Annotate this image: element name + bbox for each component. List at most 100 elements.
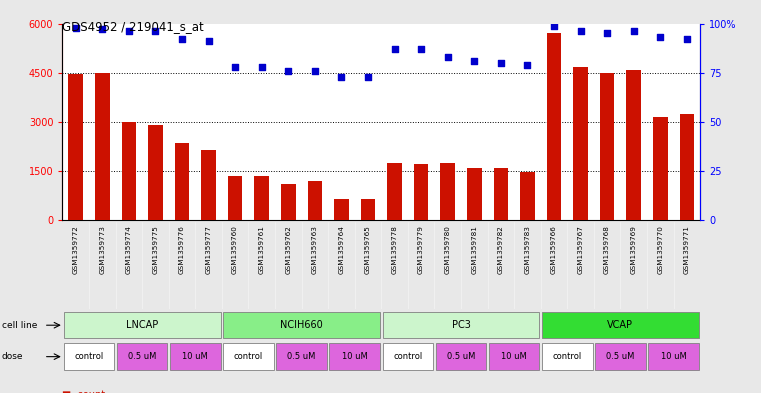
Text: control: control xyxy=(552,352,582,361)
Bar xyxy=(361,199,375,220)
Bar xyxy=(64,312,221,338)
Text: LNCAP: LNCAP xyxy=(126,320,158,330)
Bar xyxy=(542,312,699,338)
Point xyxy=(441,54,454,60)
Point xyxy=(202,38,215,44)
Bar xyxy=(383,343,433,370)
Text: GSM1359781: GSM1359781 xyxy=(471,225,477,274)
Point xyxy=(336,73,348,80)
Text: GSM1359769: GSM1359769 xyxy=(631,225,637,274)
Bar xyxy=(573,67,587,220)
Point xyxy=(176,36,188,42)
Bar xyxy=(201,150,216,220)
Bar xyxy=(254,176,269,220)
Text: GSM1359763: GSM1359763 xyxy=(312,225,318,274)
Bar xyxy=(148,125,163,220)
Text: GSM1359782: GSM1359782 xyxy=(498,225,504,274)
Bar xyxy=(520,172,535,220)
Bar xyxy=(223,343,274,370)
Bar xyxy=(542,343,593,370)
Point xyxy=(96,26,108,33)
Text: control: control xyxy=(393,352,422,361)
Text: NCIH660: NCIH660 xyxy=(280,320,323,330)
Point xyxy=(575,28,587,35)
Bar xyxy=(330,343,380,370)
Bar xyxy=(387,163,402,220)
Bar xyxy=(494,168,508,220)
Bar xyxy=(467,168,482,220)
Bar xyxy=(436,343,486,370)
Bar xyxy=(334,200,349,220)
Text: 0.5 uM: 0.5 uM xyxy=(128,352,156,361)
Bar xyxy=(600,73,614,220)
Text: GSM1359771: GSM1359771 xyxy=(684,225,689,274)
Point xyxy=(256,64,268,70)
Bar xyxy=(223,312,380,338)
Bar xyxy=(95,73,110,220)
Point xyxy=(415,46,427,52)
Text: GSM1359768: GSM1359768 xyxy=(604,225,610,274)
Point xyxy=(601,30,613,37)
Bar xyxy=(68,74,83,220)
Text: GSM1359783: GSM1359783 xyxy=(524,225,530,274)
Text: GSM1359777: GSM1359777 xyxy=(205,225,212,274)
Text: 0.5 uM: 0.5 uM xyxy=(447,352,475,361)
Text: PC3: PC3 xyxy=(451,320,470,330)
Text: GSM1359764: GSM1359764 xyxy=(339,225,345,274)
Text: control: control xyxy=(234,352,263,361)
Text: GSM1359772: GSM1359772 xyxy=(73,225,78,274)
Text: dose: dose xyxy=(2,352,23,361)
Text: GSM1359761: GSM1359761 xyxy=(259,225,265,274)
Text: GSM1359776: GSM1359776 xyxy=(179,225,185,274)
Bar xyxy=(228,176,243,220)
Bar xyxy=(648,343,699,370)
Text: ■  count: ■ count xyxy=(62,390,106,393)
Point xyxy=(495,60,507,66)
Text: 10 uM: 10 uM xyxy=(661,352,686,361)
Point xyxy=(548,22,560,29)
Text: GSM1359762: GSM1359762 xyxy=(285,225,291,274)
Text: GSM1359767: GSM1359767 xyxy=(578,225,584,274)
Point xyxy=(149,28,161,35)
Point xyxy=(521,62,533,68)
Text: GSM1359766: GSM1359766 xyxy=(551,225,557,274)
Text: GSM1359779: GSM1359779 xyxy=(418,225,424,274)
Bar xyxy=(414,164,428,220)
Bar xyxy=(546,33,562,220)
Bar xyxy=(117,343,167,370)
Text: GSM1359775: GSM1359775 xyxy=(152,225,158,274)
Text: GSM1359780: GSM1359780 xyxy=(444,225,451,274)
Text: 10 uM: 10 uM xyxy=(342,352,368,361)
Text: control: control xyxy=(75,352,103,361)
Text: GSM1359778: GSM1359778 xyxy=(392,225,397,274)
Bar xyxy=(680,114,694,220)
Bar xyxy=(281,184,295,220)
Point xyxy=(628,28,640,35)
Text: GSM1359770: GSM1359770 xyxy=(658,225,664,274)
Point xyxy=(468,58,480,64)
Point xyxy=(309,68,321,74)
Bar xyxy=(489,343,540,370)
Bar xyxy=(175,143,189,220)
Bar xyxy=(441,163,455,220)
Point xyxy=(654,34,667,40)
Point xyxy=(681,36,693,42)
Point xyxy=(229,64,241,70)
Text: GSM1359765: GSM1359765 xyxy=(365,225,371,274)
Point xyxy=(282,68,295,74)
Bar xyxy=(595,343,645,370)
Text: 0.5 uM: 0.5 uM xyxy=(607,352,635,361)
Text: GSM1359774: GSM1359774 xyxy=(126,225,132,274)
Bar xyxy=(276,343,326,370)
Text: GSM1359773: GSM1359773 xyxy=(99,225,105,274)
Text: 10 uM: 10 uM xyxy=(501,352,527,361)
Text: 0.5 uM: 0.5 uM xyxy=(288,352,316,361)
Bar xyxy=(122,122,136,220)
Text: GDS4952 / 219041_s_at: GDS4952 / 219041_s_at xyxy=(62,20,204,33)
Point xyxy=(388,46,400,52)
Text: GSM1359760: GSM1359760 xyxy=(232,225,238,274)
Text: 10 uM: 10 uM xyxy=(183,352,209,361)
Bar xyxy=(170,343,221,370)
Text: cell line: cell line xyxy=(2,321,37,330)
Bar xyxy=(307,181,322,220)
